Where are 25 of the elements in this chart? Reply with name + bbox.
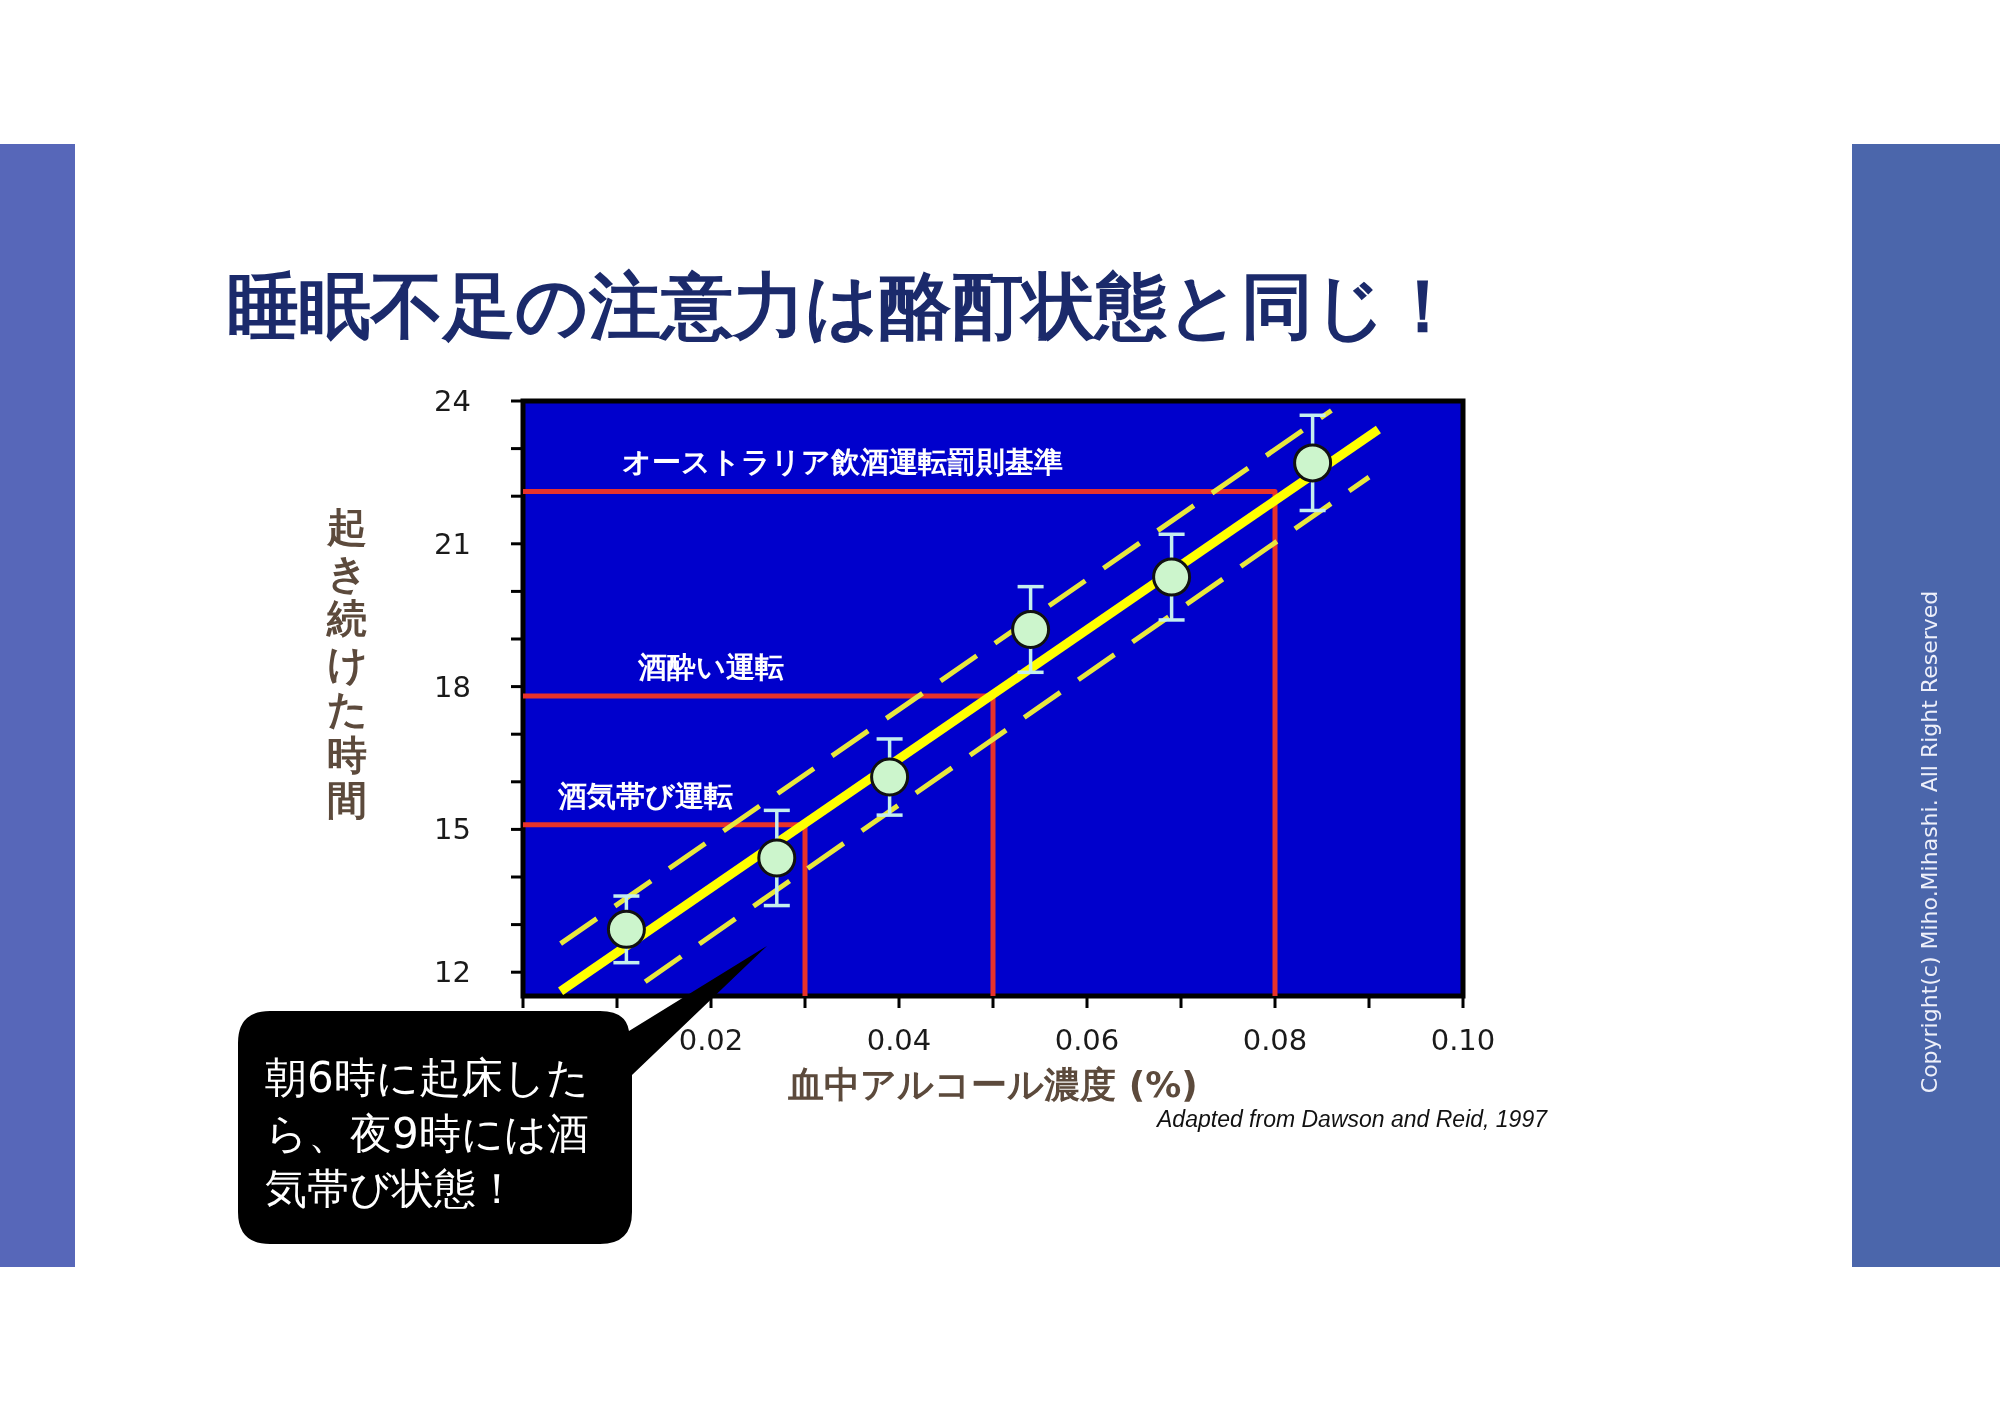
x-axis-title: 血中アルコール濃度 (%) (787, 1063, 1198, 1105)
x-tick-label: 0.06 (1054, 1023, 1120, 1057)
x-tick-label: 0.02 (678, 1023, 744, 1057)
text: Adapted from Dawson and Reid, 1997 (1155, 1106, 1549, 1132)
y-tick-label: 15 (434, 812, 471, 847)
text: Copyright(c) Miho.Mihashi. All Right Reserved (1916, 590, 1942, 1094)
point (1011, 609, 1051, 649)
point (606, 909, 646, 949)
point (870, 757, 910, 797)
text: 朝6時に起床したら、夜9時には酒気帯び状態！ (265, 1052, 589, 1213)
y-tick-label: 18 (434, 669, 471, 704)
x-tick-label: 0.04 (866, 1023, 932, 1057)
y-tick-label: 12 (434, 955, 471, 990)
annotation: 酒酔い運転 (637, 650, 784, 685)
y-axis-title: 起き続けた時間 (326, 504, 368, 823)
point (1293, 443, 1333, 483)
chart-title: 睡眠不足の注意力は酪酊状態と同じ！ (227, 264, 1459, 348)
annotation: オーストラリア飲酒運転罰則基準 (622, 445, 1064, 480)
y-tick-label: 24 (434, 384, 471, 418)
annotation: 酒気帯び運転 (556, 778, 733, 813)
point (757, 838, 797, 878)
x-tick-label: 0.10 (1430, 1023, 1496, 1057)
y-tick-label: 21 (434, 526, 471, 561)
x-tick-label: 0.08 (1242, 1023, 1308, 1057)
point (1152, 557, 1192, 597)
